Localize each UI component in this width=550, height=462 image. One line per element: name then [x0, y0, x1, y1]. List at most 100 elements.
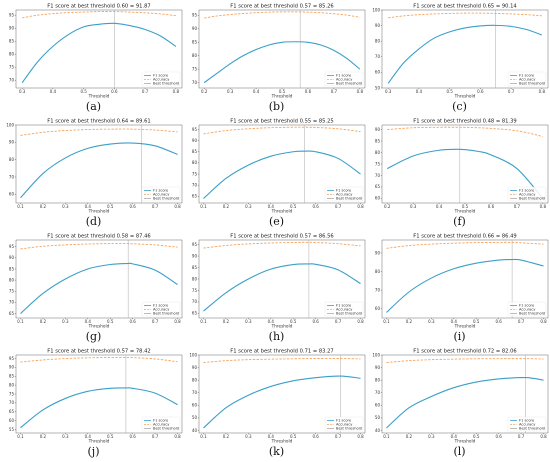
x-tick-label: 0.2 [40, 319, 47, 324]
accuracy-line [203, 126, 361, 135]
legend-box [507, 416, 547, 432]
x-axis-label: Threshold [454, 324, 476, 329]
y-tick-label: 80 [192, 53, 198, 58]
y-tick-label: 80 [375, 269, 381, 274]
f1-score-line [386, 258, 544, 313]
y-tick-label: 70 [375, 54, 381, 59]
x-tick-label: 0.4 [253, 89, 260, 94]
accuracy-line [20, 356, 178, 363]
chart-panel: F1 score at best threshold 0.57 = 78.42 5… [2, 347, 185, 462]
x-tick-label: 0.5 [107, 204, 114, 209]
y-tick-label: 40 [375, 428, 381, 433]
legend-f1-score-label: F1 score [519, 74, 535, 78]
x-tick-label: 0.7 [331, 89, 338, 94]
y-tick-label: 75 [192, 66, 198, 71]
panel-label: (k) [268, 445, 285, 458]
x-tick-label: 0.2 [40, 204, 47, 209]
line-chart: F1 score at best threshold 0.48 = 81.39 6… [375, 119, 549, 214]
legend-best-threshold-label: Best threshold [153, 197, 179, 201]
x-tick-label: 0.7 [335, 434, 342, 439]
accuracy-line [386, 241, 544, 249]
legend-box [507, 186, 547, 202]
x-tick-label: 0.4 [268, 319, 275, 324]
chart-title: F1 score at best threshold 0.58 = 87.46 [47, 234, 150, 240]
y-tick-label: 95 [192, 13, 198, 18]
y-tick-label: 80 [375, 39, 381, 44]
x-tick-label: 0.5 [462, 204, 469, 209]
line-chart: F1 score at best threshold 0.60 = 91.87 7… [9, 4, 183, 99]
chart-title: F1 score at best threshold 0.57 = 78.42 [47, 349, 150, 355]
panel-label: (c) [452, 100, 467, 113]
y-tick-label: 80 [192, 160, 198, 165]
legend-f1-score-label: F1 score [153, 304, 169, 308]
x-tick-label: 0.1 [383, 319, 390, 324]
f1-score-line [203, 375, 361, 429]
y-tick-label: 80 [192, 276, 198, 281]
legend-best-threshold-label: Best threshold [153, 82, 179, 86]
x-axis-label: Threshold [271, 439, 293, 444]
panel-label: (j) [87, 445, 100, 458]
x-tick-label: 0.6 [305, 89, 312, 94]
f1-score-line [21, 22, 177, 84]
x-tick-label: 0.1 [17, 319, 24, 324]
accuracy-line [203, 241, 361, 249]
y-tick-label: 95 [192, 127, 198, 132]
legend-accuracy-label: Accuracy [336, 423, 353, 427]
x-axis-label: Threshold [88, 209, 110, 214]
x-tick-label: 0.3 [62, 434, 69, 439]
legend-accuracy-label: Accuracy [519, 423, 536, 427]
y-tick-label: 85 [192, 265, 198, 270]
y-tick-label: 70 [9, 174, 15, 179]
legend-best-threshold-label: Best threshold [519, 82, 545, 86]
y-tick-label: 95 [9, 356, 15, 361]
x-tick-label: 0.8 [174, 434, 181, 439]
x-tick-label: 0.5 [473, 319, 480, 324]
y-tick-label: 70 [192, 80, 198, 85]
y-tick-label: 90 [192, 138, 198, 143]
chart-title: F1 score at best threshold 0.64 = 89.61 [47, 119, 150, 125]
accuracy-line [388, 12, 542, 19]
x-tick-label: 0.3 [245, 204, 252, 209]
y-tick-label: 85 [192, 40, 198, 45]
x-tick-label: 0.1 [200, 204, 207, 209]
x-tick-label: 0.6 [129, 204, 136, 209]
y-tick-label: 65 [9, 409, 15, 414]
y-tick-label: 65 [9, 311, 15, 316]
x-tick-label: 0.3 [385, 89, 392, 94]
x-tick-label: 0.3 [19, 89, 26, 94]
y-tick-label: 60 [375, 403, 381, 408]
legend-accuracy-label: Accuracy [153, 193, 170, 197]
accuracy-line [20, 128, 178, 136]
chart-title: F1 score at best threshold 0.57 = 85.26 [230, 4, 333, 10]
x-tick-label: 0.5 [107, 434, 114, 439]
x-tick-label: 0.1 [17, 204, 24, 209]
y-tick-label: 80 [375, 377, 381, 382]
legend-f1-score-label: F1 score [519, 419, 535, 423]
x-tick-label: 0.5 [279, 89, 286, 94]
chart-title: F1 score at best threshold 0.65 = 90.14 [413, 4, 517, 10]
x-tick-label: 0.2 [40, 434, 47, 439]
legend-f1-score-label: F1 score [336, 304, 352, 308]
x-tick-label: 0.2 [384, 204, 391, 209]
legend-best-threshold-label: Best threshold [519, 197, 545, 201]
y-tick-label: 80 [9, 157, 15, 162]
chart-panel: F1 score at best threshold 0.58 = 87.46 6… [2, 232, 185, 347]
panel-label: (h) [268, 330, 285, 343]
y-tick-label: 65 [192, 194, 198, 199]
x-tick-label: 0.4 [416, 89, 423, 94]
x-tick-label: 0.3 [227, 89, 234, 94]
x-tick-label: 0.6 [111, 89, 118, 94]
x-tick-label: 0.2 [223, 319, 230, 324]
y-tick-label: 40 [192, 428, 198, 433]
legend-f1-score-label: F1 score [519, 189, 535, 193]
chart-panel: F1 score at best threshold 0.64 = 89.61 6… [2, 117, 185, 232]
x-tick-label: 0.5 [290, 204, 297, 209]
y-tick-label: 80 [192, 377, 198, 382]
y-tick-label: 90 [9, 26, 15, 31]
y-tick-label: 85 [9, 266, 15, 271]
x-tick-label: 0.6 [495, 434, 502, 439]
x-tick-label: 0.6 [129, 434, 136, 439]
plot-frame [15, 239, 183, 319]
chart-panel: F1 score at best threshold 0.57 = 86.56 6… [185, 232, 368, 347]
